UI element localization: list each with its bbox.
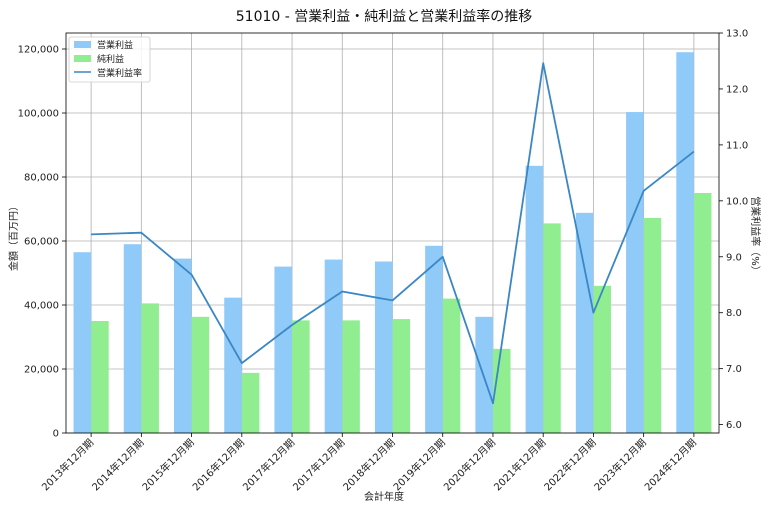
- y2-tick-label: 8.0: [726, 308, 742, 319]
- y-axis-label: 金額（百万円）: [7, 201, 20, 271]
- bar-operating-profit: [73, 252, 92, 433]
- y-tick-label: 60,000: [24, 237, 59, 248]
- legend-swatch-operating-profit: [74, 41, 91, 48]
- y-tick-label: 20,000: [24, 365, 59, 376]
- y2-tick-label: 9.0: [726, 252, 742, 263]
- bar-net-profit: [191, 316, 210, 433]
- bar-net-profit: [693, 193, 712, 433]
- y-tick-label: 40,000: [24, 301, 59, 312]
- y-tick-label: 120,000: [18, 45, 59, 56]
- bar-operating-profit: [123, 244, 142, 433]
- bar-net-profit: [91, 321, 109, 433]
- legend-label-operating-margin: 営業利益率: [97, 67, 142, 79]
- y2-tick-label: 6.0: [726, 420, 742, 431]
- bar-net-profit: [141, 303, 159, 433]
- y-tick-label: 80,000: [24, 173, 59, 184]
- y2-tick-label: 13.0: [726, 29, 748, 40]
- y2-tick-label: 11.0: [726, 140, 748, 151]
- bar-operating-profit: [525, 165, 544, 434]
- rate-line: [91, 62, 695, 405]
- y2-axis-ticks: 6.0 7.0 8.0 9.0 10.0 11.0 12.0 13.0: [719, 29, 748, 431]
- legend-frame: [68, 36, 151, 83]
- y-axis-ticks: 0 20,000 40,000 60,000 80,000 100,000 120,000: [18, 45, 66, 440]
- legend-label-operating-profit: 営業利益: [97, 39, 133, 51]
- bar-net-profit: [442, 298, 461, 433]
- bar-net-profit: [241, 372, 260, 433]
- bars: [73, 52, 712, 434]
- bar-operating-profit: [626, 112, 644, 433]
- x-axis-label: 会計年度: [364, 490, 404, 503]
- bar-operating-profit: [274, 266, 293, 433]
- y-tick-label: 0: [53, 429, 59, 440]
- y2-axis-label: 営業利益率（%）: [749, 196, 762, 276]
- y2-tick-label: 10.0: [726, 196, 748, 207]
- bar-operating-profit: [224, 297, 242, 433]
- legend-label-net-profit: 純利益: [97, 53, 124, 65]
- legend-swatch-net-profit: [74, 55, 91, 62]
- bar-net-profit: [543, 223, 561, 433]
- bar-net-profit: [292, 320, 310, 433]
- bar-net-profit: [593, 285, 612, 433]
- bar-operating-profit: [425, 245, 443, 433]
- y2-tick-label: 12.0: [726, 84, 748, 95]
- bar-operating-profit: [324, 259, 343, 433]
- bar-net-profit: [392, 319, 411, 433]
- bar-operating-profit: [676, 52, 694, 433]
- line-operating-margin: [91, 62, 695, 405]
- bar-operating-profit: [374, 261, 393, 433]
- bar-net-profit: [342, 320, 360, 433]
- chart-title: 51010 - 営業利益・純利益と営業利益率の推移: [236, 8, 533, 25]
- bar-operating-profit: [575, 212, 594, 433]
- bar-operating-profit: [173, 258, 192, 433]
- y-tick-label: 100,000: [18, 109, 59, 120]
- bar-net-profit: [643, 217, 662, 433]
- legend: 営業利益 純利益 営業利益率: [68, 36, 151, 83]
- y2-tick-label: 7.0: [726, 364, 742, 375]
